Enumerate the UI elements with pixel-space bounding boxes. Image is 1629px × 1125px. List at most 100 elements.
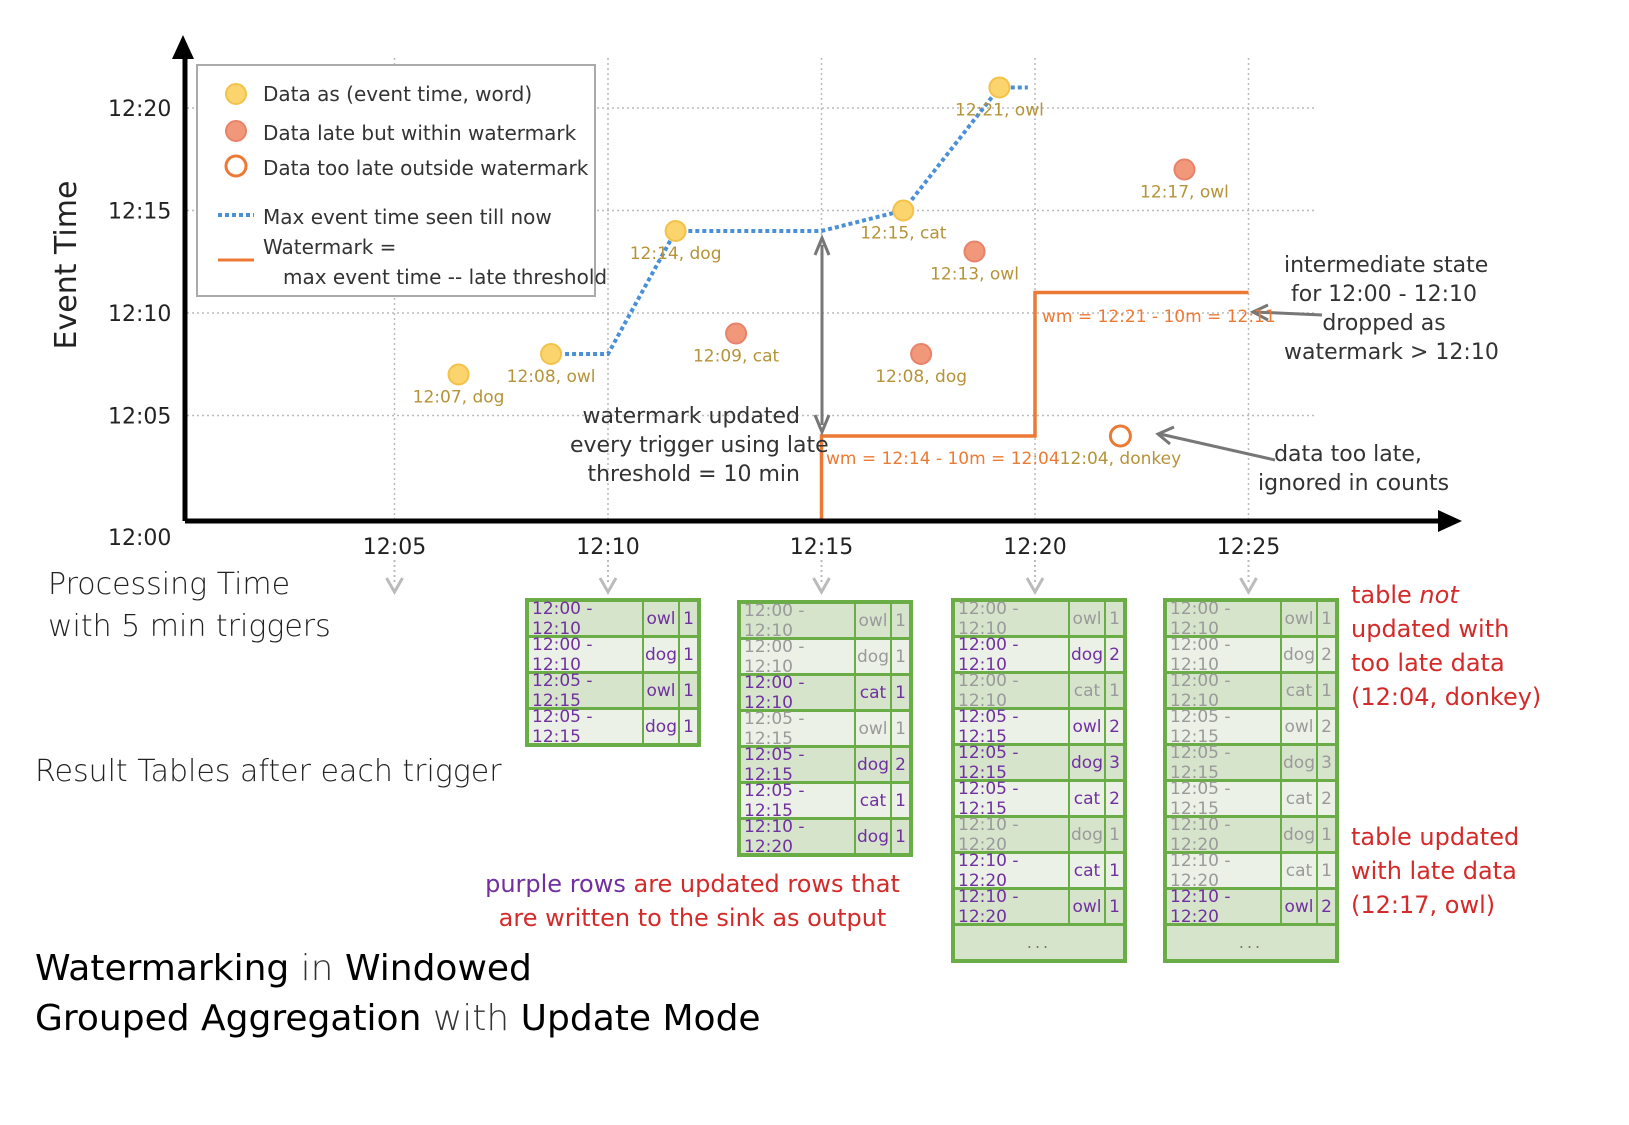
too-late-note: data too late, ignored in counts (1258, 440, 1450, 498)
count-cell: 2 (1106, 710, 1123, 743)
note-line: threshold = 10 min (587, 462, 800, 487)
updated-table-row: 12:10 - 12:20 owl 2 (1167, 887, 1335, 927)
wm-updated-note: watermark updated every trigger using la… (570, 402, 829, 489)
note-line: are written to the sink as output (498, 904, 887, 932)
window-cell: 12:05 - 12:15 (741, 709, 854, 749)
window-cell: 12:00 - 12:10 (741, 637, 854, 677)
note-line: table updated (1351, 823, 1520, 851)
count-cell: 2 (1318, 638, 1335, 671)
x-label-line: Processing Time (48, 567, 291, 602)
word-cell: owl (1282, 890, 1316, 923)
table-row: 12:00 - 12:10 cat 1 (1167, 671, 1335, 711)
data-point (664, 220, 687, 242)
word-cell: dog (856, 640, 890, 673)
table-row: 12:00 - 12:10 owl 1 (1167, 599, 1335, 639)
window-cell: 12:00 - 12:10 (1167, 671, 1280, 711)
word-cell: cat (1070, 782, 1104, 815)
title-part: in (289, 948, 345, 989)
window-cell: 12:10 - 12:20 (1167, 815, 1280, 855)
x-tick-label: 12:10 (576, 535, 639, 560)
updated-table-row: 12:05 - 12:15 dog 3 (955, 743, 1123, 783)
too-late-data-point (1108, 424, 1132, 448)
window-cell: 12:10 - 12:20 (1167, 851, 1280, 891)
word-cell: cat (1282, 674, 1316, 707)
word-cell: owl (1070, 710, 1104, 743)
window-cell: 12:00 - 12:10 (955, 671, 1068, 711)
trigger-arrow-icon (385, 577, 404, 596)
data-point-label: 12:14, dog (630, 244, 722, 264)
data-point-label: 12:13, owl (930, 265, 1019, 285)
count-cell: 1 (892, 784, 909, 817)
table-row: 12:00 - 12:10 dog 1 (741, 637, 909, 677)
table-row: 12:10 - 12:20 cat 1 (1167, 851, 1335, 891)
axes (172, 35, 1462, 532)
updated-table-row: 12:00 - 12:10 owl 1 (529, 599, 697, 639)
more-rows-ellipsis: ... (955, 926, 1123, 959)
watermark-label: wm = 12:14 - 10m = 12:04 (826, 449, 1060, 469)
window-cell: 12:05 - 12:15 (1167, 707, 1280, 747)
more-rows-ellipsis: ... (1167, 926, 1335, 959)
word-cell: cat (1282, 782, 1316, 815)
window-cell: 12:00 - 12:10 (955, 599, 1068, 639)
y-axis-label: Event Time (49, 181, 84, 350)
legend-item: Max event time seen till now (263, 205, 552, 229)
count-cell: 2 (1106, 638, 1123, 671)
word-cell: owl (1282, 710, 1316, 743)
updated-table-row: 12:00 - 12:10 cat 1 (741, 673, 909, 713)
word-cell: dog (644, 710, 678, 743)
note-line: with late data (1351, 857, 1517, 885)
data-point-label: 12:21, owl (955, 101, 1044, 121)
note-emphasis: not (1419, 581, 1459, 609)
window-cell: 12:10 - 12:20 (955, 887, 1068, 927)
word-cell: dog (856, 820, 890, 853)
legend-on-time-marker (225, 83, 247, 105)
trigger-arrow-icon (1025, 577, 1045, 596)
count-cell: 2 (1318, 782, 1335, 815)
table-row: 12:10 - 12:20 dog 1 (1167, 815, 1335, 855)
note-line: table not (1351, 578, 1541, 612)
count-cell: 1 (1106, 818, 1123, 851)
count-cell: 1 (1106, 890, 1123, 923)
note-line: dropped as (1322, 311, 1446, 336)
y-tick-label: 12:15 (108, 200, 171, 225)
late-data-point (725, 322, 748, 345)
title-part: Grouped Aggregation (35, 998, 422, 1039)
legend-item: Data as (event time, word) (263, 82, 532, 106)
note-line: purple rows are updated rows that (480, 867, 905, 901)
table-row: 12:05 - 12:15 owl 2 (1167, 707, 1335, 747)
purple-rows-note: purple rows are updated rows that are wr… (480, 867, 905, 935)
count-cell: 2 (892, 748, 909, 781)
result-table: 12:00 - 12:10 owl 1 12:00 - 12:10 dog 2 12:00 … (951, 598, 1127, 963)
count-cell: 1 (892, 712, 909, 745)
table-row: 12:05 - 12:15 cat 2 (1167, 779, 1335, 819)
count-cell: 3 (1106, 746, 1123, 779)
note-line: ignored in counts (1258, 471, 1450, 496)
title-part: with (421, 998, 521, 1039)
legend-late-marker (225, 120, 247, 142)
max-event-time-line (551, 85, 1028, 356)
table-row: 12:00 - 12:10 owl 1 (955, 599, 1123, 639)
word-cell: owl (856, 604, 890, 637)
trigger-arrow-icon (1239, 577, 1258, 596)
word-cell: dog (1282, 746, 1316, 779)
count-cell: 1 (680, 602, 697, 635)
word-cell: dog (644, 638, 678, 671)
count-cell: 1 (892, 676, 909, 709)
table-row: 12:00 - 12:10 owl 1 (741, 601, 909, 641)
word-cell: owl (1070, 890, 1104, 923)
updated-table-row: 12:05 - 12:15 dog 1 (529, 707, 697, 747)
word-cell: cat (1282, 854, 1316, 887)
updated-table-row: 12:05 - 12:15 owl 2 (955, 707, 1123, 747)
page-title: Watermarking in Windowed Grouped Aggrega… (35, 944, 761, 1044)
note-line: (12:17, owl) (1351, 891, 1496, 919)
count-cell: 1 (1318, 602, 1335, 635)
updated-table-row: 12:05 - 12:15 cat 2 (955, 779, 1123, 819)
late-data-point (910, 343, 933, 365)
intermediate-arrow (1254, 310, 1323, 317)
note-line: updated with (1351, 615, 1510, 643)
result-table: 12:00 - 12:10 owl 1 12:00 - 12:10 dog 1 12:05 … (525, 598, 701, 747)
data-point-label: 12:17, owl (1140, 183, 1229, 203)
result-tables-label: Result Tables after each trigger (35, 754, 502, 789)
data-point-label: 12:15, cat (860, 224, 947, 244)
note-purple: purple rows (485, 870, 626, 898)
